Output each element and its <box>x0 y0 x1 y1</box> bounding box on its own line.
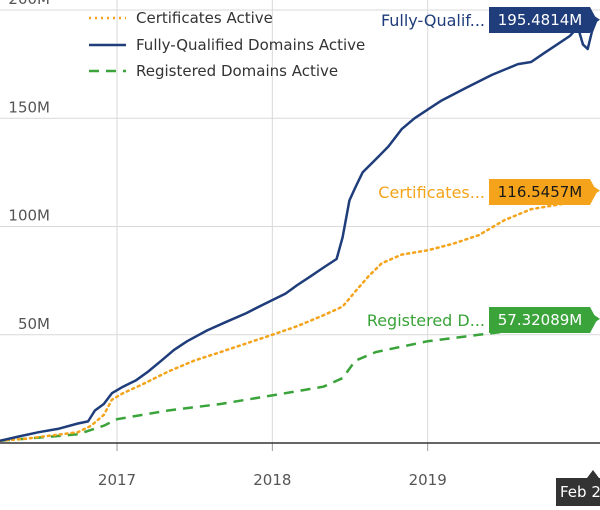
y-tick-label: 200M <box>8 0 50 8</box>
x-tick-label: 2017 <box>98 471 136 489</box>
x-tick-label: 2018 <box>253 471 291 489</box>
series-end-label-group: Fully-Qualif... 195.4814M <box>381 7 597 33</box>
legend[interactable]: Certificates Active Fully-Qualified Domai… <box>89 9 365 80</box>
series-end-labels: Fully-Qualif... 195.4814M Certificates... 1… <box>367 7 600 506</box>
legend-item[interactable]: Certificates Active <box>89 9 273 27</box>
y-tick-label: 50M <box>18 315 50 333</box>
hover-date-box <box>556 478 600 506</box>
series-line-fully-qualified-domains <box>0 19 598 443</box>
value-flag-text: 116.5457M <box>498 183 583 201</box>
grid <box>0 0 600 443</box>
series-end-name: Certificates... <box>378 183 485 202</box>
value-flag-text: 57.32089M <box>498 311 583 329</box>
value-flag <box>489 179 597 205</box>
legend-label: Certificates Active <box>136 9 273 27</box>
series-end-name: Fully-Qualif... <box>381 11 485 30</box>
hover-date-label: Feb 2 <box>560 483 600 501</box>
hover-date-tooltip: Feb 2 <box>556 470 600 506</box>
legend-item[interactable]: Fully-Qualified Domains Active <box>89 36 365 54</box>
series-lines <box>0 19 598 443</box>
series-line-certificates <box>0 189 598 443</box>
series-end-name: Registered D... <box>367 311 485 330</box>
value-flag <box>489 7 597 33</box>
y-tick-label: 100M <box>8 207 50 225</box>
legend-label: Registered Domains Active <box>136 62 338 80</box>
series-end-label-group: Certificates... 116.5457M <box>378 179 597 205</box>
legend-item[interactable]: Registered Domains Active <box>89 62 338 80</box>
value-flag-text: 195.4814M <box>498 11 583 29</box>
x-tick-label: 2019 <box>409 471 447 489</box>
series-end-label-group: Registered D... 57.32089M <box>367 307 597 333</box>
legend-label: Fully-Qualified Domains Active <box>136 36 365 54</box>
y-tick-label: 150M <box>8 98 50 116</box>
value-flag <box>489 307 597 333</box>
axes: 50M 100M 150M 200M 2017 2018 2019 <box>0 0 600 489</box>
hover-date-pointer <box>587 470 599 478</box>
series-line-registered-domains <box>0 317 597 443</box>
